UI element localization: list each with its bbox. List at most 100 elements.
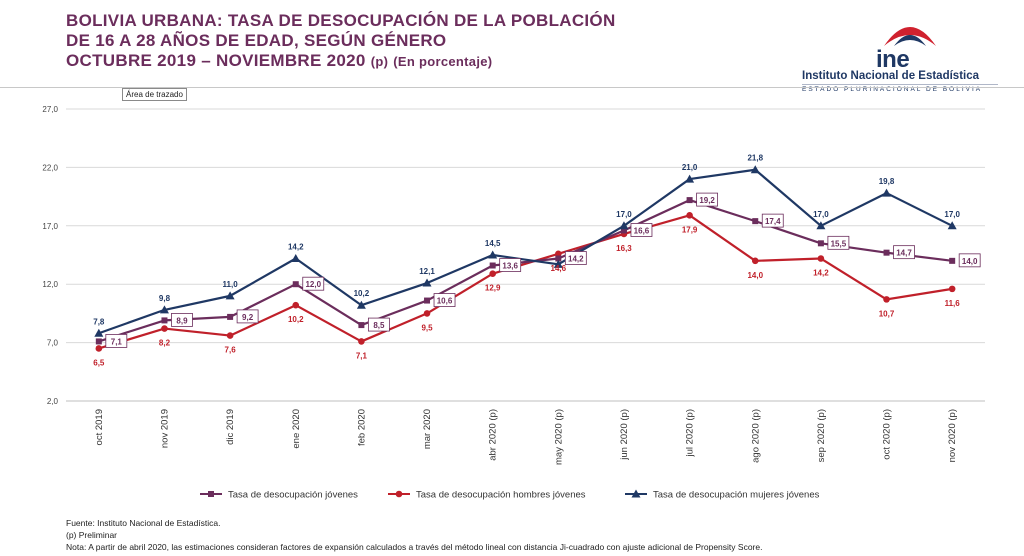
data-point-tasa-de-desocupacion-mujeres-jovenes — [159, 305, 169, 314]
data-point-tasa-de-desocupacion-hombres-jovenes — [358, 338, 365, 345]
x-tick-label: ago 2020 (p) — [750, 409, 761, 463]
data-point-tasa-de-desocupacion-hombres-jovenes — [883, 296, 890, 303]
data-label-tasa-de-desocupacion-hombres-jovenes: 8,2 — [159, 339, 171, 348]
data-point-tasa-de-desocupacion-hombres-jovenes — [226, 332, 234, 339]
footer-notes: Fuente: Instituto Nacional de Estadístic… — [66, 517, 762, 553]
data-label-box — [630, 223, 653, 237]
data-point-tasa-de-desocupacion-jovenes — [949, 257, 956, 264]
data-label-box — [302, 276, 325, 291]
title-period: OCTUBRE 2019 – NOVIEMBRE 2020 — [66, 51, 366, 70]
data-label-tasa-de-desocupacion-jovenes: 8,5 — [373, 321, 385, 330]
data-label-tasa-de-desocupacion-hombres-jovenes: 10,7 — [879, 309, 895, 318]
x-tick-label: ene 2020 — [291, 409, 302, 449]
data-label-tasa-de-desocupacion-hombres-jovenes: 14,0 — [747, 271, 763, 280]
data-label-tasa-de-desocupacion-hombres-jovenes: 17,9 — [682, 225, 698, 234]
data-label-box — [564, 251, 587, 265]
data-point-tasa-de-desocupacion-jovenes — [292, 281, 299, 288]
data-point-tasa-de-desocupacion-jovenes — [424, 297, 431, 304]
data-label-tasa-de-desocupacion-jovenes: 19,2 — [699, 196, 715, 205]
data-label-tasa-de-desocupacion-mujeres-jovenes: 21,0 — [682, 163, 698, 172]
data-label-tasa-de-desocupacion-jovenes: 14,0 — [962, 257, 978, 266]
footer-source: Fuente: Instituto Nacional de Estadístic… — [66, 518, 221, 528]
data-label-box — [433, 293, 456, 307]
data-point-tasa-de-desocupacion-jovenes — [555, 255, 562, 262]
x-tick-label: oct 2020 (p) — [882, 409, 893, 460]
data-point-tasa-de-desocupacion-hombres-jovenes — [817, 255, 825, 262]
x-tick-label: nov 2019 — [159, 409, 170, 448]
data-point-tasa-de-desocupacion-hombres-jovenes — [292, 301, 300, 309]
data-point-tasa-de-desocupacion-hombres-jovenes — [489, 270, 496, 277]
data-point-tasa-de-desocupacion-jovenes — [620, 227, 627, 234]
data-point-tasa-de-desocupacion-hombres-jovenes — [555, 250, 562, 258]
data-label-tasa-de-desocupacion-hombres-jovenes: 11,6 — [945, 299, 961, 308]
series-line-tasa-de-desocupacion-mujeres-jovenes — [98, 168, 953, 335]
data-label-tasa-de-desocupacion-jovenes: 14,7 — [896, 249, 912, 258]
data-label-box — [171, 313, 193, 327]
header-divider — [0, 87, 1024, 88]
data-label-box — [236, 309, 259, 324]
x-tick-label: nov 2020 (p) — [947, 409, 958, 462]
data-point-tasa-de-desocupacion-mujeres-jovenes — [816, 221, 826, 230]
title-unit: (En porcentaje) — [393, 54, 493, 69]
legend-marker — [208, 491, 214, 497]
y-tick-label: 12,0 — [42, 280, 58, 289]
data-point-tasa-de-desocupacion-jovenes — [752, 218, 759, 225]
data-label-box — [893, 245, 915, 260]
legend-label: Tasa de desocupación mujeres jóvenes — [653, 490, 820, 501]
data-point-tasa-de-desocupacion-jovenes — [817, 240, 824, 247]
legend-marker — [395, 490, 403, 498]
ine-logo-rule — [802, 84, 998, 85]
data-label-tasa-de-desocupacion-mujeres-jovenes: 17,0 — [813, 210, 829, 219]
data-label-box — [761, 213, 784, 228]
data-label-box — [367, 317, 390, 332]
title-line-3: OCTUBRE 2019 – NOVIEMBRE 2020 (p) (En po… — [66, 51, 766, 72]
data-label-tasa-de-desocupacion-hombres-jovenes: 16,3 — [616, 244, 632, 253]
x-tick-label: dic 2019 — [225, 409, 236, 445]
plot-area-tooltip: Área de trazado — [122, 88, 187, 101]
data-label-tasa-de-desocupacion-hombres-jovenes: 9,5 — [421, 323, 433, 332]
y-tick-label: 27,0 — [42, 105, 58, 114]
x-tick-label: jun 2020 (p) — [619, 409, 630, 461]
x-tick-label: mar 2020 — [422, 409, 433, 449]
data-point-tasa-de-desocupacion-mujeres-jovenes — [619, 221, 629, 230]
data-label-tasa-de-desocupacion-jovenes: 13,6 — [502, 262, 518, 271]
data-point-tasa-de-desocupacion-mujeres-jovenes — [750, 165, 760, 174]
data-point-tasa-de-desocupacion-mujeres-jovenes — [553, 259, 563, 268]
x-tick-label: oct 2019 — [94, 409, 105, 445]
data-label-tasa-de-desocupacion-mujeres-jovenes: 9,8 — [159, 294, 171, 303]
data-label-tasa-de-desocupacion-hombres-jovenes: 7,1 — [356, 351, 368, 360]
legend-label: Tasa de desocupación hombres jóvenes — [416, 490, 586, 501]
data-label-tasa-de-desocupacion-hombres-jovenes: 6,5 — [93, 358, 105, 367]
data-point-tasa-de-desocupacion-hombres-jovenes — [95, 345, 103, 352]
x-tick-label: jul 2020 (p) — [685, 409, 696, 458]
data-label-box — [958, 253, 981, 268]
data-point-tasa-de-desocupacion-mujeres-jovenes — [422, 278, 432, 287]
data-point-tasa-de-desocupacion-mujeres-jovenes — [947, 221, 957, 230]
x-tick-label: may 2020 (p) — [553, 409, 564, 465]
chart-title: BOLIVIA URBANA: TASA DE DESOCUPACIÓN DE … — [66, 11, 766, 72]
data-label-tasa-de-desocupacion-jovenes: 16,6 — [634, 226, 650, 235]
data-point-tasa-de-desocupacion-mujeres-jovenes — [225, 291, 235, 300]
y-tick-label: 7,0 — [47, 339, 59, 348]
title-line-1: BOLIVIA URBANA: TASA DE DESOCUPACIÓN DE … — [66, 11, 616, 30]
data-label-tasa-de-desocupacion-mujeres-jovenes: 19,8 — [879, 177, 895, 186]
data-label-tasa-de-desocupacion-jovenes: 14,2 — [568, 255, 584, 264]
data-point-tasa-de-desocupacion-hombres-jovenes — [751, 257, 759, 265]
data-point-tasa-de-desocupacion-jovenes — [883, 249, 890, 256]
data-point-tasa-de-desocupacion-hombres-jovenes — [423, 310, 431, 317]
x-tick-label: feb 2020 — [356, 409, 367, 446]
series-line-tasa-de-desocupacion-hombres-jovenes — [98, 214, 953, 350]
data-label-box — [105, 334, 128, 348]
data-label-tasa-de-desocupacion-jovenes: 17,4 — [765, 217, 781, 226]
data-point-tasa-de-desocupacion-hombres-jovenes — [948, 285, 956, 293]
y-tick-label: 17,0 — [42, 222, 58, 231]
data-point-tasa-de-desocupacion-mujeres-jovenes — [488, 250, 498, 259]
ine-logo-arc-icon — [884, 27, 936, 46]
ine-logo-name: Instituto Nacional de Estadística — [802, 70, 980, 82]
data-label-tasa-de-desocupacion-jovenes: 15,5 — [831, 239, 847, 248]
data-label-tasa-de-desocupacion-hombres-jovenes: 12,9 — [485, 284, 501, 293]
data-label-tasa-de-desocupacion-mujeres-jovenes: 12,1 — [419, 267, 435, 276]
x-tick-label: abr 2020 (p) — [488, 409, 499, 461]
data-point-tasa-de-desocupacion-jovenes — [489, 262, 496, 269]
